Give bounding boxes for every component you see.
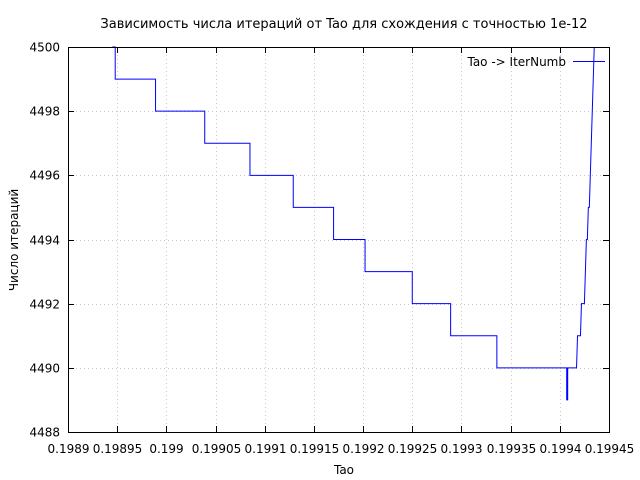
y-tick-label: 4496 xyxy=(29,169,60,183)
x-tick-label: 0.1992 xyxy=(343,442,385,456)
x-tick-label: 0.19915 xyxy=(290,442,340,456)
x-tick-label: 0.19945 xyxy=(585,442,635,456)
y-axis-label: Число итераций xyxy=(7,189,21,291)
series-layer xyxy=(112,46,595,401)
y-tick-label: 4498 xyxy=(29,105,60,119)
x-tick-label: 0.19935 xyxy=(487,442,537,456)
x-tick-label: 0.199 xyxy=(149,442,183,456)
y-tick-label: 4490 xyxy=(29,362,60,376)
x-axis-label: Tao xyxy=(333,463,354,477)
x-tick-label: 0.1991 xyxy=(245,442,287,456)
y-tick-label: 4500 xyxy=(29,41,60,55)
legend: Tao -> IterNumb xyxy=(466,55,605,69)
y-tick-label: 4492 xyxy=(29,298,60,312)
x-tick-label: 0.1989 xyxy=(48,442,90,456)
x-tick-label: 0.1993 xyxy=(441,442,483,456)
ticks: 0.1989 0.19895 0.199 0.19905 0.1991 0.19915 0.… xyxy=(29,41,634,457)
x-tick-label: 0.19925 xyxy=(388,442,438,456)
x-tick-label: 0.19895 xyxy=(93,442,143,456)
series-line xyxy=(112,46,595,401)
y-tick-label: 4494 xyxy=(29,234,60,248)
x-tick-label: 0.1994 xyxy=(540,442,582,456)
legend-label: Tao -> IterNumb xyxy=(466,55,566,69)
chart-title: Зависимость числа итераций от Tao для сх… xyxy=(100,17,587,32)
y-tick-label: 4488 xyxy=(29,426,60,440)
x-tick-label: 0.19905 xyxy=(192,442,242,456)
